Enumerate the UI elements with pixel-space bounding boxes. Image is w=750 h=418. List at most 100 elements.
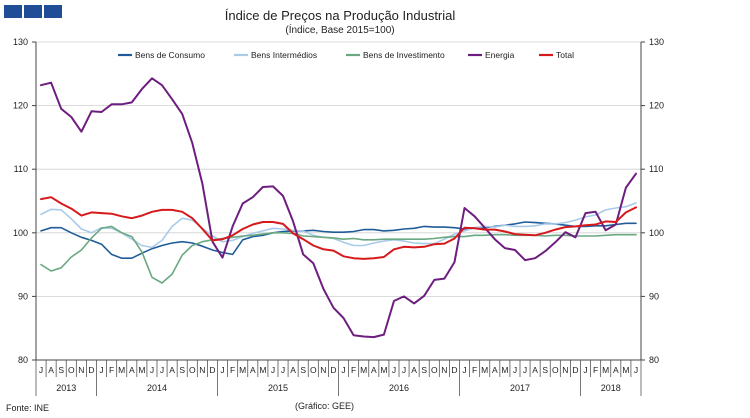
chart-title: Índice de Preços na Produção Industrial: [225, 8, 456, 23]
x-month-label: F: [109, 365, 114, 375]
x-month-label: O: [68, 365, 75, 375]
x-month-label: A: [492, 365, 498, 375]
x-month-label: N: [562, 365, 568, 375]
x-month-label: F: [593, 365, 598, 375]
brand-logo-block-3: [44, 5, 62, 18]
x-month-label: M: [360, 365, 367, 375]
y-tick-label-right: 120: [649, 101, 664, 111]
x-month-label: J: [160, 365, 164, 375]
x-month-label: O: [552, 365, 559, 375]
series-line-0: [40, 221, 637, 259]
x-month-label: J: [99, 365, 103, 375]
x-month-label: A: [169, 365, 175, 375]
x-month-label: J: [583, 365, 587, 375]
x-month-label: S: [179, 365, 185, 375]
legend-label: Bens de Consumo: [135, 50, 205, 60]
x-month-label: A: [371, 365, 377, 375]
x-month-label: A: [290, 365, 296, 375]
x-month-label: J: [402, 365, 406, 375]
x-month-label: A: [613, 365, 619, 375]
x-month-label: M: [622, 365, 629, 375]
y-tick-label-right: 90: [649, 291, 659, 301]
x-month-label: D: [572, 365, 578, 375]
x-month-label: J: [462, 365, 466, 375]
legend-label: Bens Intermédios: [251, 50, 317, 60]
x-month-label: N: [441, 365, 447, 375]
series-line-1: [40, 202, 637, 249]
x-month-label: J: [281, 365, 285, 375]
x-month-label: J: [39, 365, 43, 375]
y-tick-label-left: 120: [13, 101, 28, 111]
x-month-label: N: [78, 365, 84, 375]
x-month-label: M: [239, 365, 246, 375]
y-axis-left: 80 90 100 110 120 130: [13, 37, 36, 365]
x-month-label: A: [250, 365, 256, 375]
x-month-label: A: [48, 365, 54, 375]
x-month-label: N: [199, 365, 205, 375]
x-month-label: J: [523, 365, 527, 375]
y-tick-label-right: 100: [649, 228, 664, 238]
x-month-label: M: [259, 365, 266, 375]
brand-logo-block-2: [24, 5, 42, 18]
x-month-label: J: [341, 365, 345, 375]
x-year-label: 2016: [389, 383, 409, 393]
y-tick-label-left: 80: [18, 355, 28, 365]
series-lines: [40, 77, 637, 339]
source-note: Fonte: INE: [6, 403, 49, 413]
x-year-label: 2018: [601, 383, 621, 393]
x-month-label: S: [421, 365, 427, 375]
x-month-label: D: [88, 365, 94, 375]
legend-label: Bens de Investimento: [363, 50, 445, 60]
x-month-label: A: [411, 365, 417, 375]
legend: Bens de Consumo Bens Intermédios Bens de I…: [118, 50, 574, 60]
x-month-label: F: [351, 365, 356, 375]
y-tick-label-left: 110: [14, 164, 28, 174]
series-line-2: [40, 225, 637, 284]
y-tick-label-left: 100: [13, 228, 28, 238]
x-month-label: D: [330, 365, 336, 375]
x-month-label: D: [209, 365, 215, 375]
x-month-label: M: [138, 365, 145, 375]
series-line-4: [40, 196, 637, 260]
x-month-label: J: [392, 365, 396, 375]
x-month-label: J: [513, 365, 517, 375]
x-month-label: O: [310, 365, 317, 375]
x-month-label: F: [230, 365, 235, 375]
x-month-label: J: [634, 365, 638, 375]
x-month-label: J: [220, 365, 224, 375]
x-month-label: A: [532, 365, 538, 375]
x-month-label: M: [501, 365, 508, 375]
chart-subtitle: (Índice, Base 2015=100): [285, 23, 394, 36]
x-month-label: M: [481, 365, 488, 375]
x-month-label: S: [58, 365, 64, 375]
y-tick-label-right: 80: [649, 355, 659, 365]
x-month-label: S: [542, 365, 548, 375]
y-tick-label-left: 130: [13, 37, 28, 47]
x-year-label: 2014: [147, 383, 167, 393]
x-month-label: F: [472, 365, 477, 375]
x-month-label: A: [129, 365, 135, 375]
legend-label: Energia: [485, 50, 515, 60]
x-month-label: J: [271, 365, 275, 375]
y-tick-label-right: 110: [649, 164, 663, 174]
series-line-3: [40, 77, 637, 339]
brand-logo-block-1: [4, 5, 22, 18]
chart-credit: (Gráfico: GEE): [295, 401, 354, 411]
y-tick-label-right: 130: [649, 37, 664, 47]
x-year-label: 2013: [56, 383, 76, 393]
x-month-label: M: [118, 365, 125, 375]
x-month-label: J: [150, 365, 154, 375]
legend-label: Total: [556, 50, 574, 60]
x-month-label: D: [451, 365, 457, 375]
x-month-label: M: [602, 365, 609, 375]
y-axis-right: 80 90 100 110 120 130: [641, 37, 664, 365]
x-year-label: 2015: [268, 383, 288, 393]
x-month-label: O: [189, 365, 196, 375]
x-month-label: O: [431, 365, 438, 375]
x-month-label: S: [300, 365, 306, 375]
x-month-label: M: [380, 365, 387, 375]
x-month-label: N: [320, 365, 326, 375]
x-year-label: 2017: [510, 383, 530, 393]
y-tick-label-left: 90: [18, 291, 28, 301]
